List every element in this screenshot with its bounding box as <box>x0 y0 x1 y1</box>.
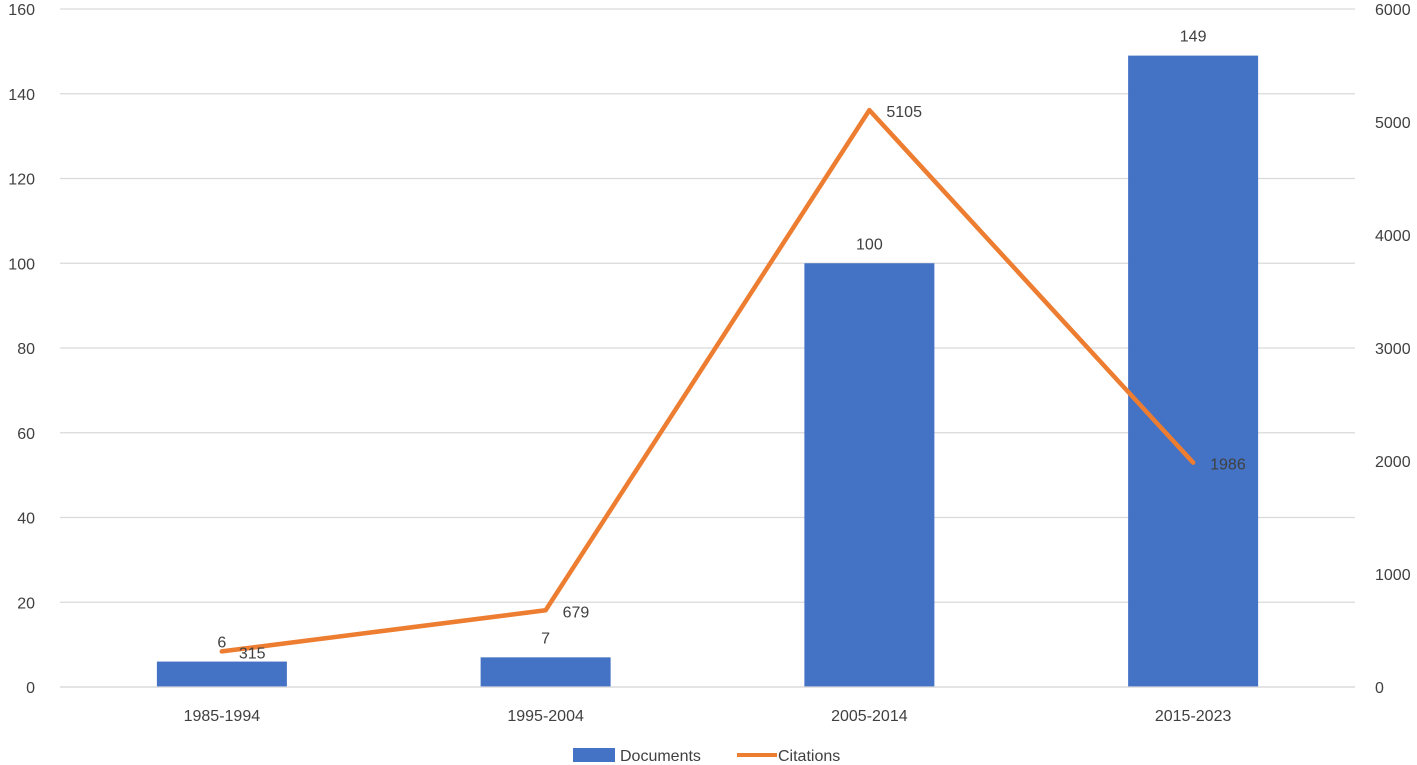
documents-bar <box>1128 55 1259 688</box>
x-tick-label: 1985-1994 <box>184 708 261 725</box>
citations-data-label: 315 <box>239 645 266 662</box>
left-tick-label: 20 <box>17 595 35 612</box>
documents-data-label: 149 <box>1180 29 1207 46</box>
documents-data-label: 100 <box>856 236 883 253</box>
left-y-axis: 0 20 40 60 80 100 120 140 160 <box>8 2 35 697</box>
citations-polyline <box>219 107 1196 654</box>
documents-data-labels: 6 7 100 149 <box>217 29 1206 652</box>
left-tick-label: 80 <box>17 341 35 358</box>
right-y-axis: 0 1000 2000 3000 4000 5000 6000 <box>1375 2 1411 697</box>
citations-data-label: 5105 <box>886 104 922 121</box>
right-tick-label: 5000 <box>1375 115 1411 132</box>
right-tick-label: 0 <box>1375 680 1384 697</box>
left-tick-label: 40 <box>17 511 35 528</box>
citations-point <box>543 608 548 613</box>
citations-data-label: 679 <box>563 604 590 621</box>
left-tick-label: 100 <box>8 256 35 273</box>
citations-point <box>867 108 872 113</box>
documents-data-label: 7 <box>541 630 550 647</box>
left-tick-label: 0 <box>26 680 35 697</box>
citations-line <box>219 107 1196 654</box>
x-tick-label: 2015-2023 <box>1155 708 1232 725</box>
x-tick-label: 2005-2014 <box>831 708 908 725</box>
right-tick-label: 6000 <box>1375 2 1411 19</box>
right-tick-label: 1000 <box>1375 567 1411 584</box>
right-tick-label: 3000 <box>1375 341 1411 358</box>
right-tick-label: 2000 <box>1375 454 1411 471</box>
documents-bar <box>804 263 935 687</box>
citations-point <box>1191 460 1196 465</box>
left-tick-label: 60 <box>17 426 35 443</box>
x-axis: 1985-1994 1995-2004 2005-2014 2015-2023 <box>60 686 1355 725</box>
legend: Documents Citations <box>573 748 840 765</box>
documents-bars <box>156 55 1259 688</box>
citations-data-labels: 315 679 5105 1986 <box>239 104 1246 662</box>
documents-bar <box>156 661 287 687</box>
documents-bar <box>480 657 611 687</box>
left-tick-label: 140 <box>8 87 35 104</box>
legend-documents-label: Documents <box>620 748 701 765</box>
legend-citations-label: Citations <box>778 748 840 765</box>
left-tick-label: 120 <box>8 172 35 189</box>
legend-documents-swatch <box>573 748 615 762</box>
documents-data-label: 6 <box>217 635 226 652</box>
right-tick-label: 4000 <box>1375 228 1411 245</box>
citations-data-label: 1986 <box>1210 457 1246 474</box>
gridlines <box>60 8 1355 688</box>
citations-point <box>219 649 224 654</box>
x-tick-label: 1995-2004 <box>507 708 584 725</box>
left-tick-label: 160 <box>8 2 35 19</box>
